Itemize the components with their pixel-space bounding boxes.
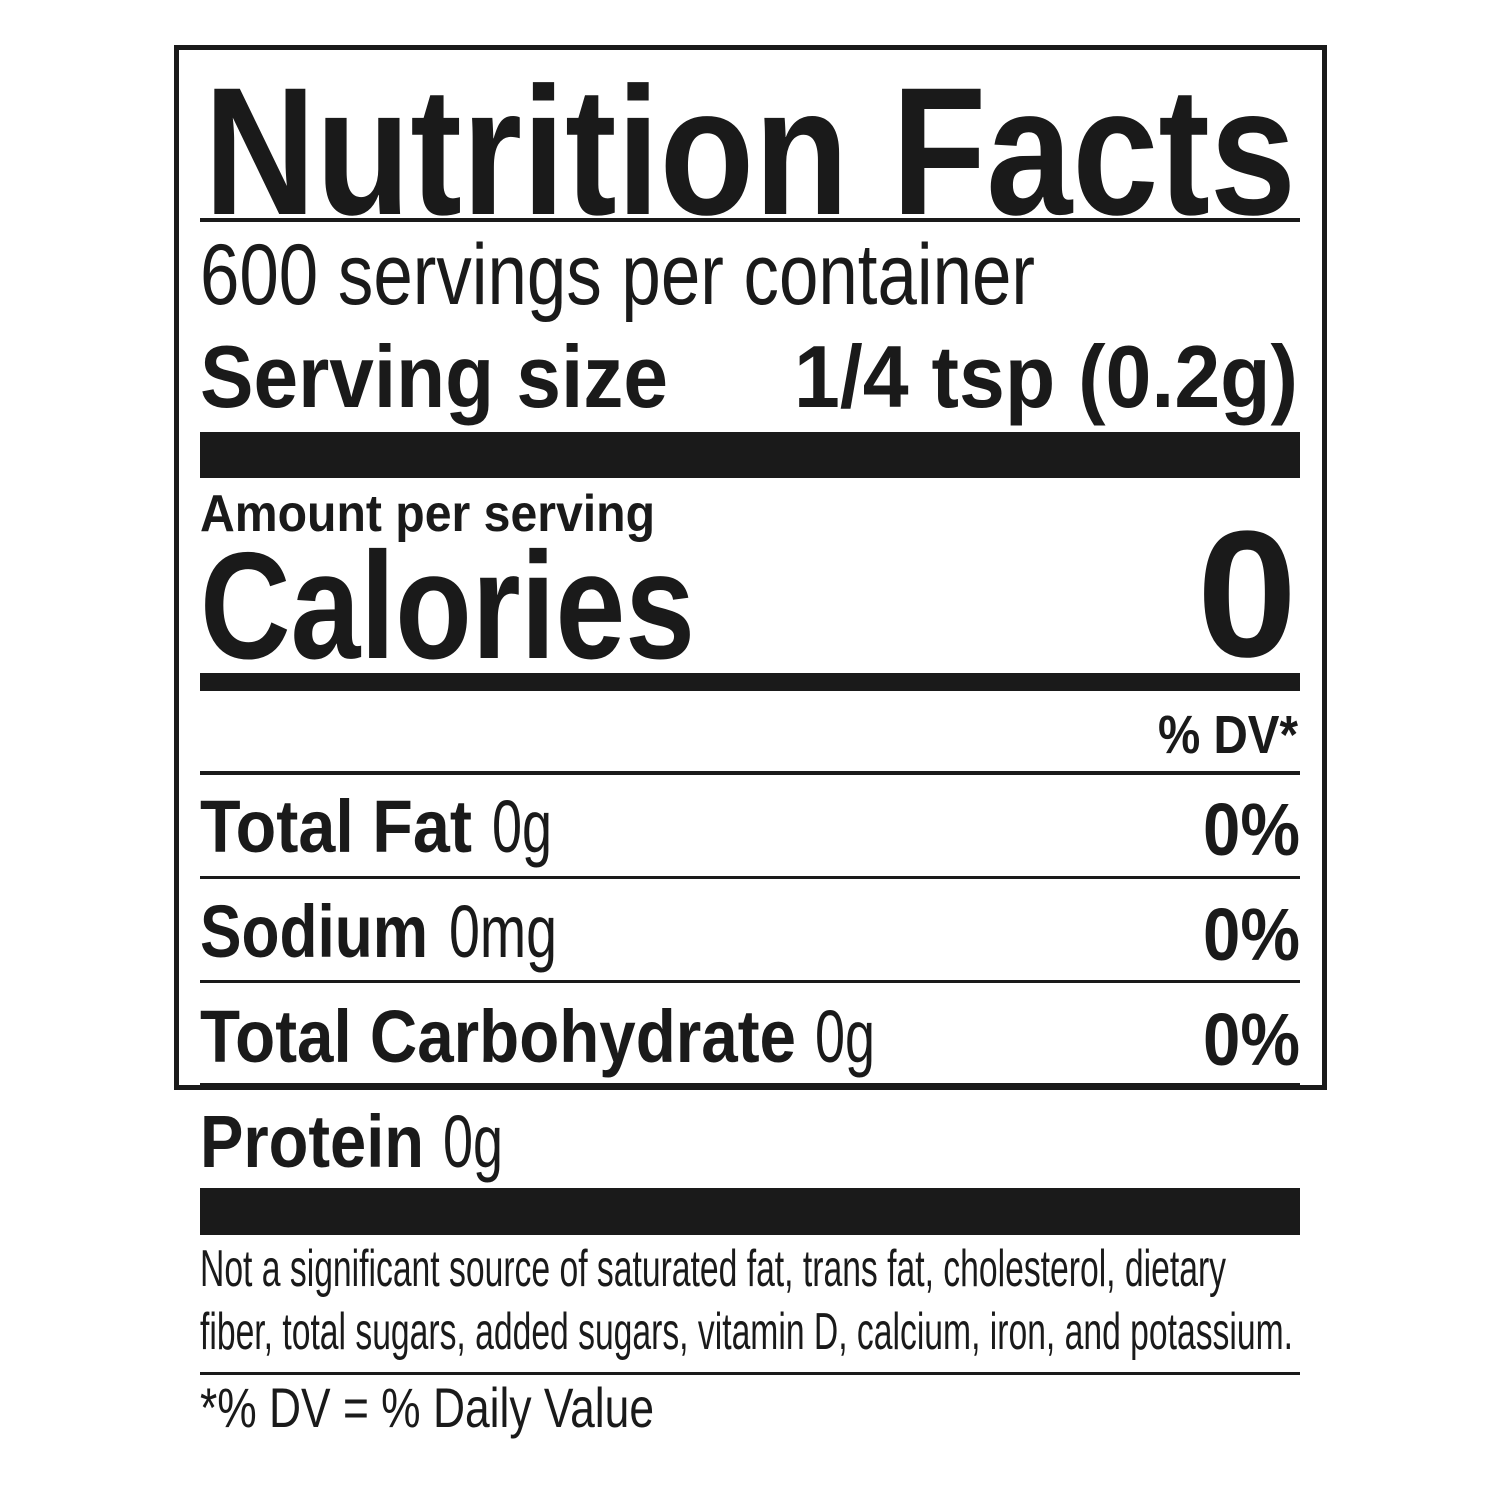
serving-size-label: Serving size bbox=[200, 327, 668, 426]
nutrient-name: Sodium bbox=[200, 890, 428, 973]
title: Nutrition Facts bbox=[204, 49, 1296, 253]
divider bbox=[200, 1372, 1300, 1375]
calories-value: 0 bbox=[1197, 494, 1297, 695]
divider bbox=[200, 771, 1300, 775]
dv-definition: *% DV = % Daily Value bbox=[200, 1376, 654, 1439]
dv-header: % DV* bbox=[1158, 705, 1298, 765]
nutrient-dv: 0% bbox=[1203, 893, 1300, 976]
medium-bar bbox=[200, 673, 1300, 691]
divider bbox=[200, 218, 1300, 222]
divider bbox=[200, 1083, 1300, 1087]
nutrient-amount: 0g bbox=[815, 995, 875, 1078]
label-border bbox=[174, 45, 1327, 1090]
nutrient-dv: 0% bbox=[1203, 998, 1300, 1081]
servings-per-container: 600 servings per container bbox=[200, 227, 1035, 323]
footnote-line: Not a significant source of saturated fa… bbox=[200, 1240, 1226, 1298]
nutrient-name: Protein bbox=[200, 1100, 424, 1183]
thick-bar bbox=[200, 1188, 1300, 1235]
serving-size-value: 1/4 tsp (0.2g) bbox=[794, 327, 1298, 426]
nutrient-amount: 0g bbox=[492, 785, 552, 868]
nutrient-name: Total Carbohydrate bbox=[200, 995, 796, 1078]
nutrient-dv: 0% bbox=[1203, 788, 1300, 871]
nutrient-amount: 0g bbox=[443, 1100, 503, 1183]
calories-label: Calories bbox=[200, 521, 695, 691]
divider bbox=[200, 980, 1300, 983]
divider bbox=[200, 876, 1300, 879]
amount-per-serving: Amount per serving bbox=[200, 485, 655, 543]
nutrient-amount: 0mg bbox=[449, 890, 557, 973]
thick-bar bbox=[200, 432, 1300, 478]
nutrient-name: Total Fat bbox=[200, 785, 472, 868]
footnote-line: fiber, total sugars, added sugars, vitam… bbox=[200, 1303, 1293, 1361]
